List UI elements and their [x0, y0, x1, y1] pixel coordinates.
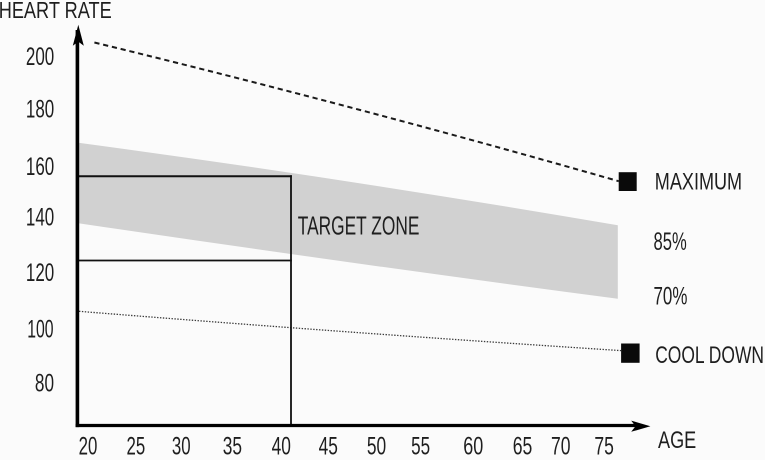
svg-text:35: 35 — [223, 433, 242, 460]
svg-text:120: 120 — [26, 259, 54, 287]
svg-text:70%: 70% — [654, 282, 688, 310]
svg-text:70: 70 — [551, 433, 571, 460]
svg-text:50: 50 — [367, 433, 386, 460]
svg-text:180: 180 — [26, 96, 54, 124]
svg-text:25: 25 — [127, 433, 146, 460]
svg-text:65: 65 — [513, 433, 533, 460]
svg-text:100: 100 — [27, 315, 53, 343]
svg-text:200: 200 — [26, 43, 54, 71]
svg-text:55: 55 — [411, 433, 430, 460]
svg-text:COOL DOWN: COOL DOWN — [655, 342, 764, 369]
svg-text:80: 80 — [35, 369, 54, 397]
svg-text:40: 40 — [272, 433, 291, 460]
svg-text:140: 140 — [26, 204, 54, 232]
svg-text:MAXIMUM: MAXIMUM — [655, 169, 742, 196]
svg-text:60: 60 — [463, 433, 483, 460]
svg-text:85%: 85% — [654, 228, 687, 256]
svg-text:20: 20 — [79, 433, 98, 460]
svg-text:160: 160 — [26, 153, 54, 181]
svg-text:HEART RATE: HEART RATE — [0, 0, 112, 23]
svg-text:45: 45 — [319, 433, 338, 460]
svg-text:TARGET ZONE: TARGET ZONE — [298, 213, 420, 241]
svg-text:AGE: AGE — [658, 427, 696, 454]
svg-text:30: 30 — [172, 433, 191, 460]
svg-text:75: 75 — [594, 433, 614, 460]
